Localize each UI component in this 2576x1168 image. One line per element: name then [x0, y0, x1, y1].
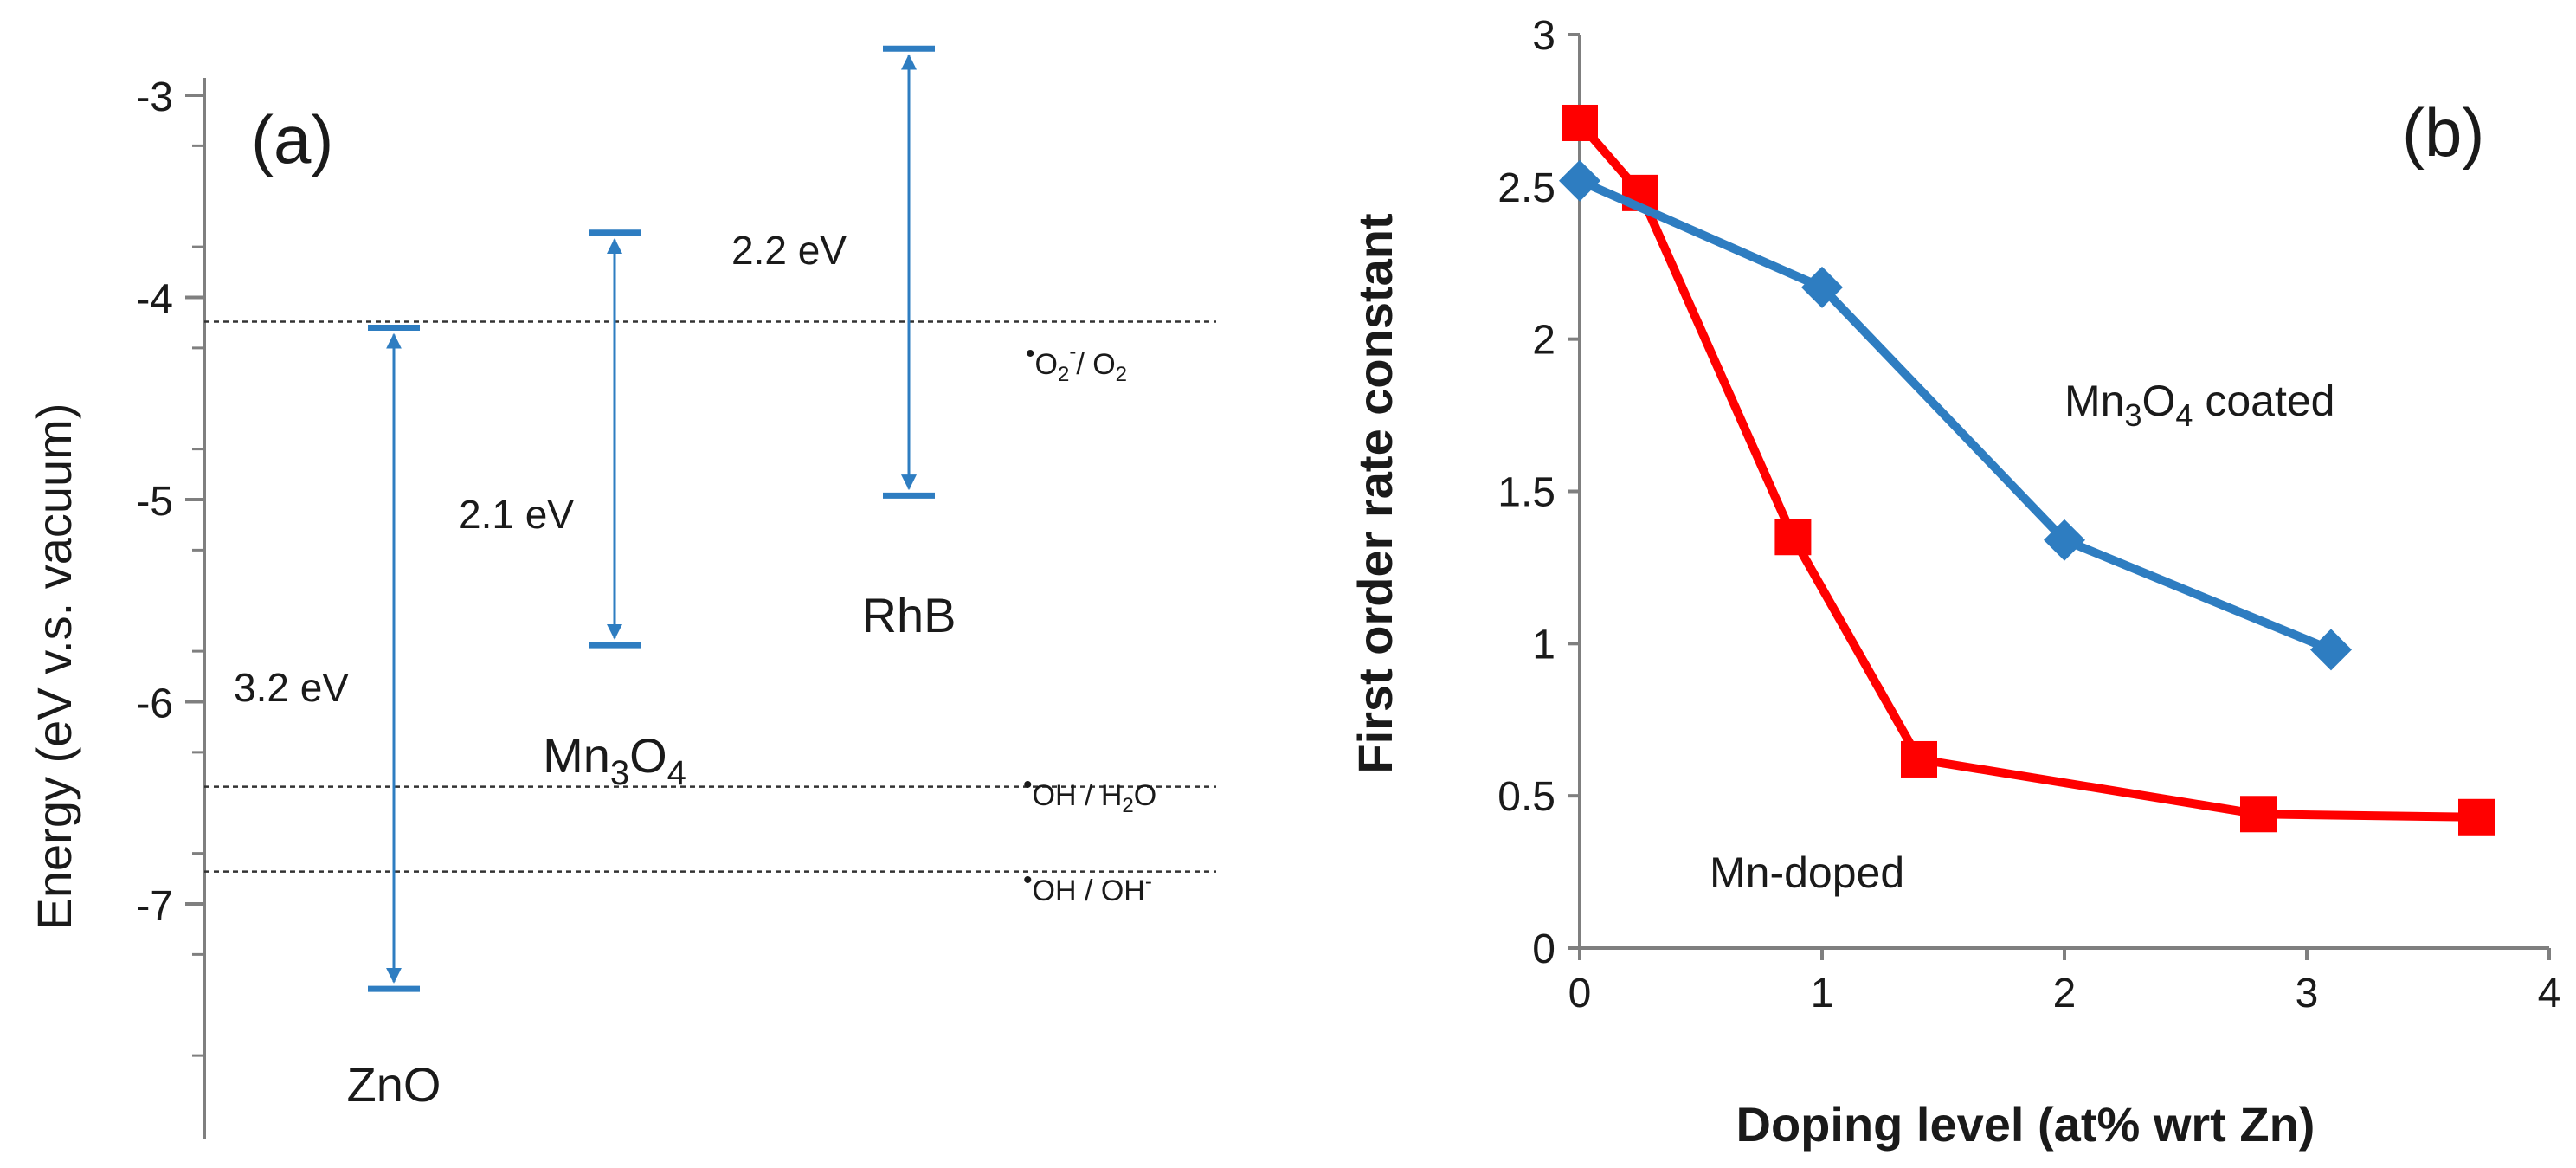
panel-b-y-tick-label: 3: [1532, 13, 1555, 59]
panel-b-y-tick-label: 1.5: [1497, 470, 1555, 516]
panel-b-x-tick-label: 0: [1568, 971, 1592, 1016]
data-point-diamond: [2310, 629, 2352, 671]
panel-a-y-axis-label: Energy (eV v.s. vacuum): [27, 403, 81, 931]
redox-label-oh-h2o: •OH / H2O: [1023, 771, 1156, 817]
annotation-mn-doped: Mn-doped: [1710, 849, 1904, 897]
panel-a-energy-diagram: (a) Energy (eV v.s. vacuum) -3 -4 -5 -6 -7 •…: [27, 45, 1216, 1139]
panel-b-y-tick-label: 0.5: [1497, 774, 1555, 820]
data-point-square: [1901, 740, 1937, 778]
panel-b-x-axis-label: Doping level (at% wrt Zn): [1736, 1097, 2315, 1152]
data-point-square: [2458, 798, 2495, 836]
panel-a-y-tick-label: -3: [136, 74, 173, 120]
panel-b-x-tick-label: 1: [1811, 971, 1834, 1016]
panel-b-x-tick-label: 3: [2296, 971, 2319, 1016]
panel-b-y-tick-label: 0: [1532, 926, 1555, 972]
panel-a-y-tick-label: -6: [136, 681, 173, 727]
material-label-rhb: RhB: [862, 588, 956, 642]
panel-b-y-axis-label: First order rate constant: [1348, 213, 1402, 773]
material-label-zno: ZnO: [347, 1057, 441, 1112]
panel-b-y-tick-label: 2.5: [1497, 165, 1555, 211]
data-point-diamond: [1801, 266, 1843, 308]
redox-label-oh-oh: •OH / OH-: [1023, 866, 1152, 907]
panel-b-label: (b): [2402, 94, 2484, 171]
panel-a-y-tick-label: -7: [136, 883, 173, 929]
material-label-mn3o4: Mn3O4: [543, 728, 686, 792]
series-line: [1577, 177, 2333, 654]
annotation-mn3o4-coated: Mn3O4 coated: [2064, 377, 2334, 433]
data-point-square: [1774, 519, 1812, 556]
panel-a-label: (a): [251, 101, 333, 177]
panel-b-rate-chart: (b) First order rate constant Doping lev…: [1348, 13, 2560, 1152]
series-mn-doped: [1562, 104, 2495, 836]
redox-label-o2: •O2-/ O2: [1026, 339, 1127, 386]
series-line: [1576, 119, 2477, 822]
data-point-diamond: [1559, 159, 1600, 202]
data-point-square: [1562, 104, 1598, 141]
panel-b-x-tick-label: 2: [2053, 971, 2077, 1016]
series-mn3o4-coated: [1559, 159, 2352, 671]
panel-b-x-tick-label: 4: [2538, 971, 2561, 1016]
panel-a-y-tick-label: -4: [136, 277, 173, 323]
panel-a-y-tick-label: -5: [136, 479, 173, 525]
data-point-diamond: [2044, 519, 2085, 561]
data-point-square: [2240, 796, 2277, 833]
gap-label-rhb: 2.2 eV: [731, 228, 847, 273]
gap-label-mn3o4: 2.1 eV: [459, 492, 574, 537]
gap-label-zno: 3.2 eV: [234, 665, 349, 710]
panel-b-y-tick-label: 1: [1532, 622, 1555, 668]
panel-b-y-tick-label: 2: [1532, 318, 1555, 364]
